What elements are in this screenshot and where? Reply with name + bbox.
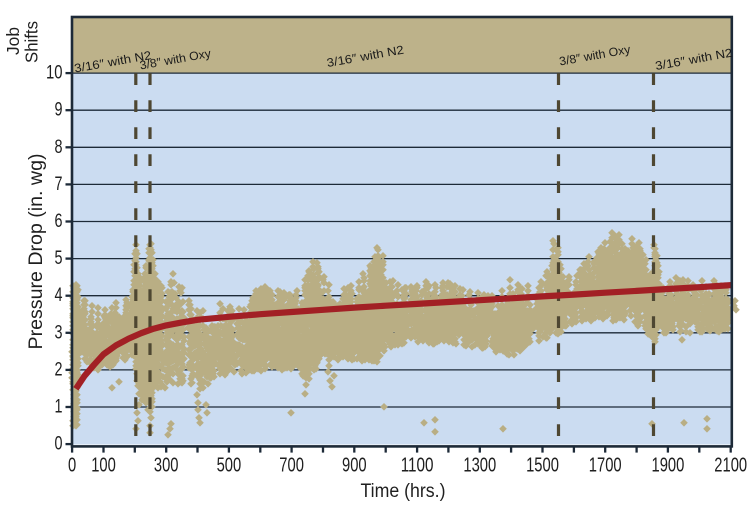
svg-text:1100: 1100 [401, 454, 434, 477]
svg-text:1900: 1900 [652, 454, 685, 477]
svg-text:10: 10 [46, 63, 63, 84]
svg-text:700: 700 [279, 454, 304, 477]
svg-text:1300: 1300 [463, 454, 496, 477]
svg-text:4: 4 [55, 285, 63, 306]
svg-text:Time (hrs.): Time (hrs.) [361, 481, 446, 502]
svg-text:1500: 1500 [526, 454, 559, 477]
svg-text:100: 100 [91, 454, 116, 477]
svg-text:1: 1 [55, 397, 63, 418]
svg-text:900: 900 [342, 454, 367, 477]
svg-text:8: 8 [55, 137, 63, 158]
svg-text:6: 6 [55, 211, 63, 232]
svg-text:500: 500 [217, 454, 242, 477]
svg-text:7: 7 [55, 174, 63, 195]
svg-text:0: 0 [68, 454, 76, 477]
svg-text:2: 2 [55, 359, 63, 380]
svg-text:3: 3 [55, 322, 63, 343]
svg-text:9: 9 [55, 100, 63, 121]
svg-text:1700: 1700 [589, 454, 622, 477]
svg-text:Job: Job [3, 27, 23, 55]
svg-text:2100: 2100 [714, 454, 747, 477]
svg-text:0: 0 [55, 434, 63, 455]
svg-text:300: 300 [154, 454, 179, 477]
svg-text:Shifts: Shifts [22, 21, 42, 63]
svg-text:Pressure Drop (in. wg): Pressure Drop (in. wg) [26, 154, 47, 350]
svg-text:5: 5 [55, 248, 63, 269]
